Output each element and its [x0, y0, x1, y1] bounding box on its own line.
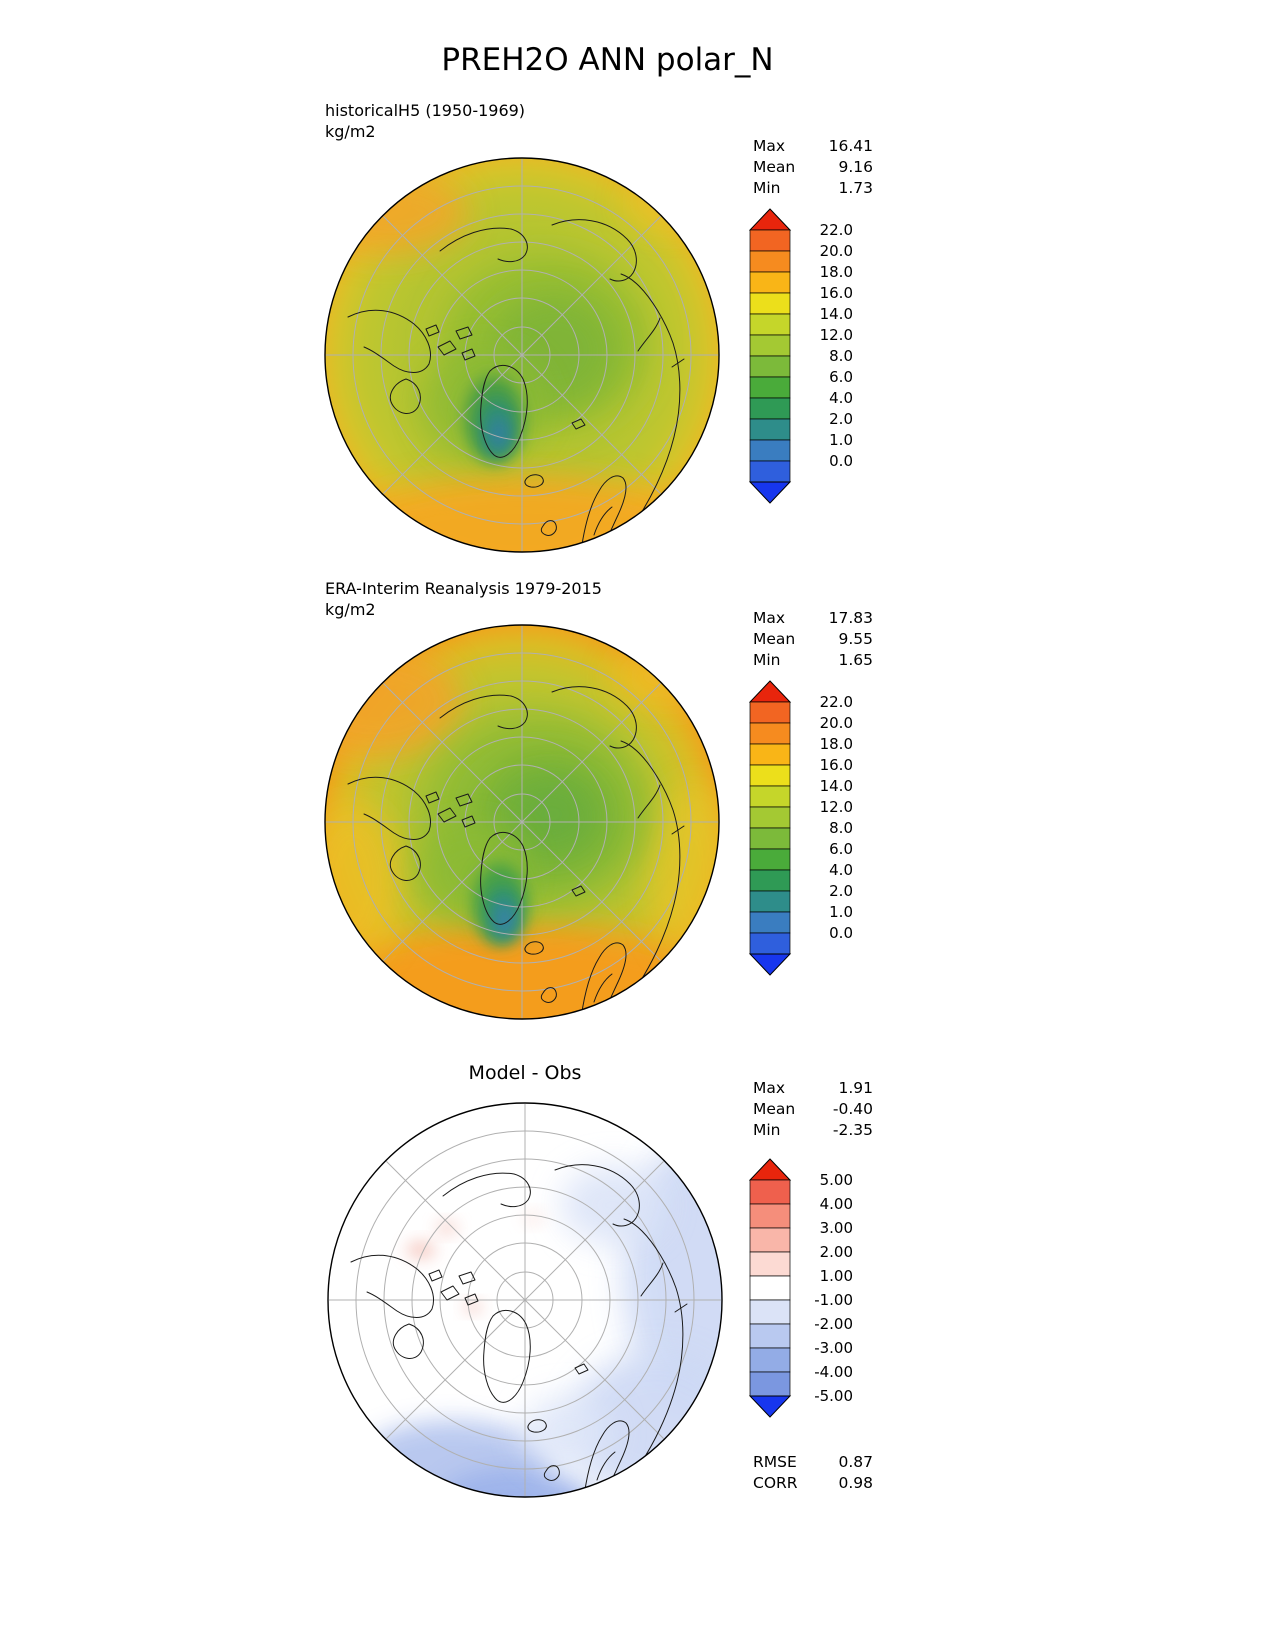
figure-title: PREH2O ANN polar_N [441, 42, 774, 78]
stat-name: Min [753, 651, 781, 669]
panel2-units: kg/m2 [325, 600, 376, 620]
svg-text:16.0: 16.0 [820, 284, 853, 302]
svg-text:14.0: 14.0 [820, 777, 853, 795]
stat-row-mean: Mean 9.55 [753, 629, 873, 650]
panel2-title: ERA-Interim Reanalysis 1979-2015 [325, 579, 602, 598]
svg-text:-5.00: -5.00 [814, 1387, 853, 1405]
stat-value: 1.65 [838, 651, 873, 669]
stat-value: 0.87 [838, 1453, 873, 1471]
svg-text:6.0: 6.0 [829, 368, 853, 386]
stat-value: -0.40 [832, 1100, 873, 1118]
polar-map-historical [324, 157, 720, 553]
panel1-stats: Max 16.41 Mean 9.16 Min 1.73 [753, 136, 873, 199]
svg-text:20.0: 20.0 [820, 714, 853, 732]
svg-text:1.0: 1.0 [829, 903, 853, 921]
stat-row-mean: Mean 9.16 [753, 157, 873, 178]
svg-text:22.0: 22.0 [820, 693, 853, 711]
stat-name: Mean [753, 1100, 796, 1118]
stat-value: 0.98 [838, 1474, 873, 1492]
stat-row-max: Max 16.41 [753, 136, 873, 157]
stat-row-mean: Mean -0.40 [753, 1099, 873, 1120]
svg-text:-1.00: -1.00 [814, 1291, 853, 1309]
colorbar-reanalysis: 22.0 20.0 18.0 16.0 14.0 12.0 8.0 6.0 4.0 2.0 1.0 0… [748, 680, 879, 980]
stat-name: Max [753, 609, 786, 627]
stat-value: -2.35 [832, 1121, 873, 1139]
stat-row-max: Max 17.83 [753, 608, 873, 629]
svg-text:12.0: 12.0 [820, 798, 853, 816]
stat-name: RMSE [753, 1453, 797, 1471]
stat-value: 9.16 [838, 158, 873, 176]
stat-value: 17.83 [828, 609, 873, 627]
stat-name: Max [753, 137, 786, 155]
svg-text:0.0: 0.0 [829, 452, 853, 470]
panel2-stats: Max 17.83 Mean 9.55 Min 1.65 [753, 608, 873, 671]
stat-row-corr: CORR 0.98 [753, 1473, 873, 1494]
panel3-stats: Max 1.91 Mean -0.40 Min -2.35 [753, 1078, 873, 1141]
colorbar-difference: 5.00 4.00 3.00 2.00 1.00 -1.00 -2.00 -3.00 -4.00… [748, 1158, 879, 1422]
svg-text:2.00: 2.00 [820, 1243, 853, 1261]
stat-row-max: Max 1.91 [753, 1078, 873, 1099]
panel1-units: kg/m2 [325, 122, 376, 142]
svg-text:18.0: 18.0 [820, 735, 853, 753]
stat-name: Min [753, 179, 781, 197]
panel2-label-block: ERA-Interim Reanalysis 1979-2015 kg/m2 [325, 578, 602, 620]
svg-text:4.0: 4.0 [829, 389, 853, 407]
stat-row-min: Min 1.73 [753, 178, 873, 199]
panel3-title: Model - Obs [468, 1062, 582, 1084]
stat-name: CORR [753, 1474, 798, 1492]
svg-text:12.0: 12.0 [820, 326, 853, 344]
stat-row-min: Min 1.65 [753, 650, 873, 671]
svg-text:5.00: 5.00 [820, 1171, 853, 1189]
svg-text:4.00: 4.00 [820, 1195, 853, 1213]
svg-text:2.0: 2.0 [829, 882, 853, 900]
svg-text:6.0: 6.0 [829, 840, 853, 858]
svg-text:2.0: 2.0 [829, 410, 853, 428]
stat-value: 1.73 [838, 179, 873, 197]
svg-text:22.0: 22.0 [820, 221, 853, 239]
stat-row-rmse: RMSE 0.87 [753, 1452, 873, 1473]
svg-text:3.00: 3.00 [820, 1219, 853, 1237]
svg-text:-3.00: -3.00 [814, 1339, 853, 1357]
panel1-label-block: historicalH5 (1950-1969) kg/m2 [325, 100, 525, 142]
svg-text:4.0: 4.0 [829, 861, 853, 879]
svg-text:8.0: 8.0 [829, 819, 853, 837]
stat-name: Mean [753, 630, 796, 648]
stat-value: 9.55 [838, 630, 873, 648]
polar-map-reanalysis [324, 624, 720, 1020]
svg-text:0.0: 0.0 [829, 924, 853, 942]
panel1-title: historicalH5 (1950-1969) [325, 101, 526, 120]
svg-text:8.0: 8.0 [829, 347, 853, 365]
svg-text:-4.00: -4.00 [814, 1363, 853, 1381]
colorbar-historical: 22.0 20.0 18.0 16.0 14.0 12.0 8.0 6.0 4.0 2.0 1.0 0… [748, 208, 879, 508]
svg-text:1.00: 1.00 [820, 1267, 853, 1285]
stat-value: 16.41 [828, 137, 873, 155]
stat-name: Mean [753, 158, 796, 176]
svg-text:20.0: 20.0 [820, 242, 853, 260]
svg-text:16.0: 16.0 [820, 756, 853, 774]
svg-text:14.0: 14.0 [820, 305, 853, 323]
svg-text:18.0: 18.0 [820, 263, 853, 281]
panel3-footer-stats: RMSE 0.87 CORR 0.98 [753, 1452, 873, 1494]
svg-text:1.0: 1.0 [829, 431, 853, 449]
polar-map-difference [327, 1102, 723, 1498]
stat-name: Max [753, 1079, 786, 1097]
stat-value: 1.91 [838, 1079, 873, 1097]
stat-row-min: Min -2.35 [753, 1120, 873, 1141]
stat-name: Min [753, 1121, 781, 1139]
svg-text:-2.00: -2.00 [814, 1315, 853, 1333]
